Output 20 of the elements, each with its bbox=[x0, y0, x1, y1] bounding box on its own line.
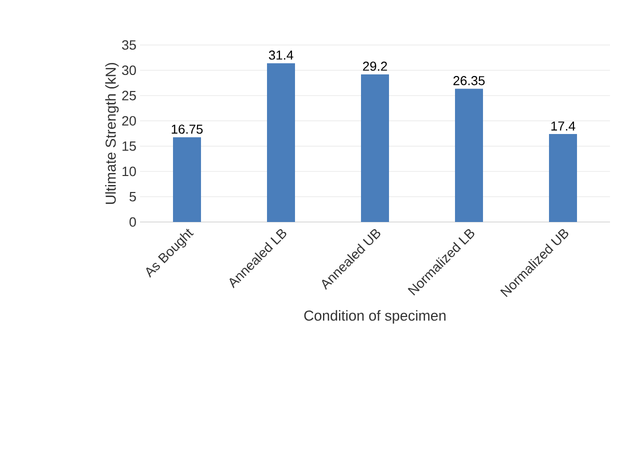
y-tick-label: 30 bbox=[122, 66, 136, 76]
bar bbox=[549, 134, 577, 222]
y-axis-title: Ultimate Strength (kN) bbox=[105, 62, 119, 204]
y-tick-label: 5 bbox=[130, 192, 136, 202]
y-tick-label: 20 bbox=[122, 116, 136, 126]
bar bbox=[361, 74, 389, 222]
data-label: 16.75 bbox=[172, 124, 203, 134]
y-tick-label: 35 bbox=[122, 40, 136, 50]
data-label: 26.35 bbox=[453, 76, 485, 86]
y-tick-label: 25 bbox=[122, 90, 136, 100]
bar bbox=[455, 88, 483, 222]
bar bbox=[173, 137, 201, 222]
x-axis-title: Condition of specimen bbox=[304, 310, 446, 324]
bar bbox=[267, 63, 295, 222]
data-label: 31.4 bbox=[268, 50, 294, 60]
y-tick-label: 10 bbox=[122, 166, 136, 176]
y-tick-label: 0 bbox=[130, 217, 136, 227]
data-label: 29.2 bbox=[363, 62, 387, 71]
data-label: 17.4 bbox=[551, 122, 576, 130]
y-tick-label: 15 bbox=[122, 141, 136, 151]
